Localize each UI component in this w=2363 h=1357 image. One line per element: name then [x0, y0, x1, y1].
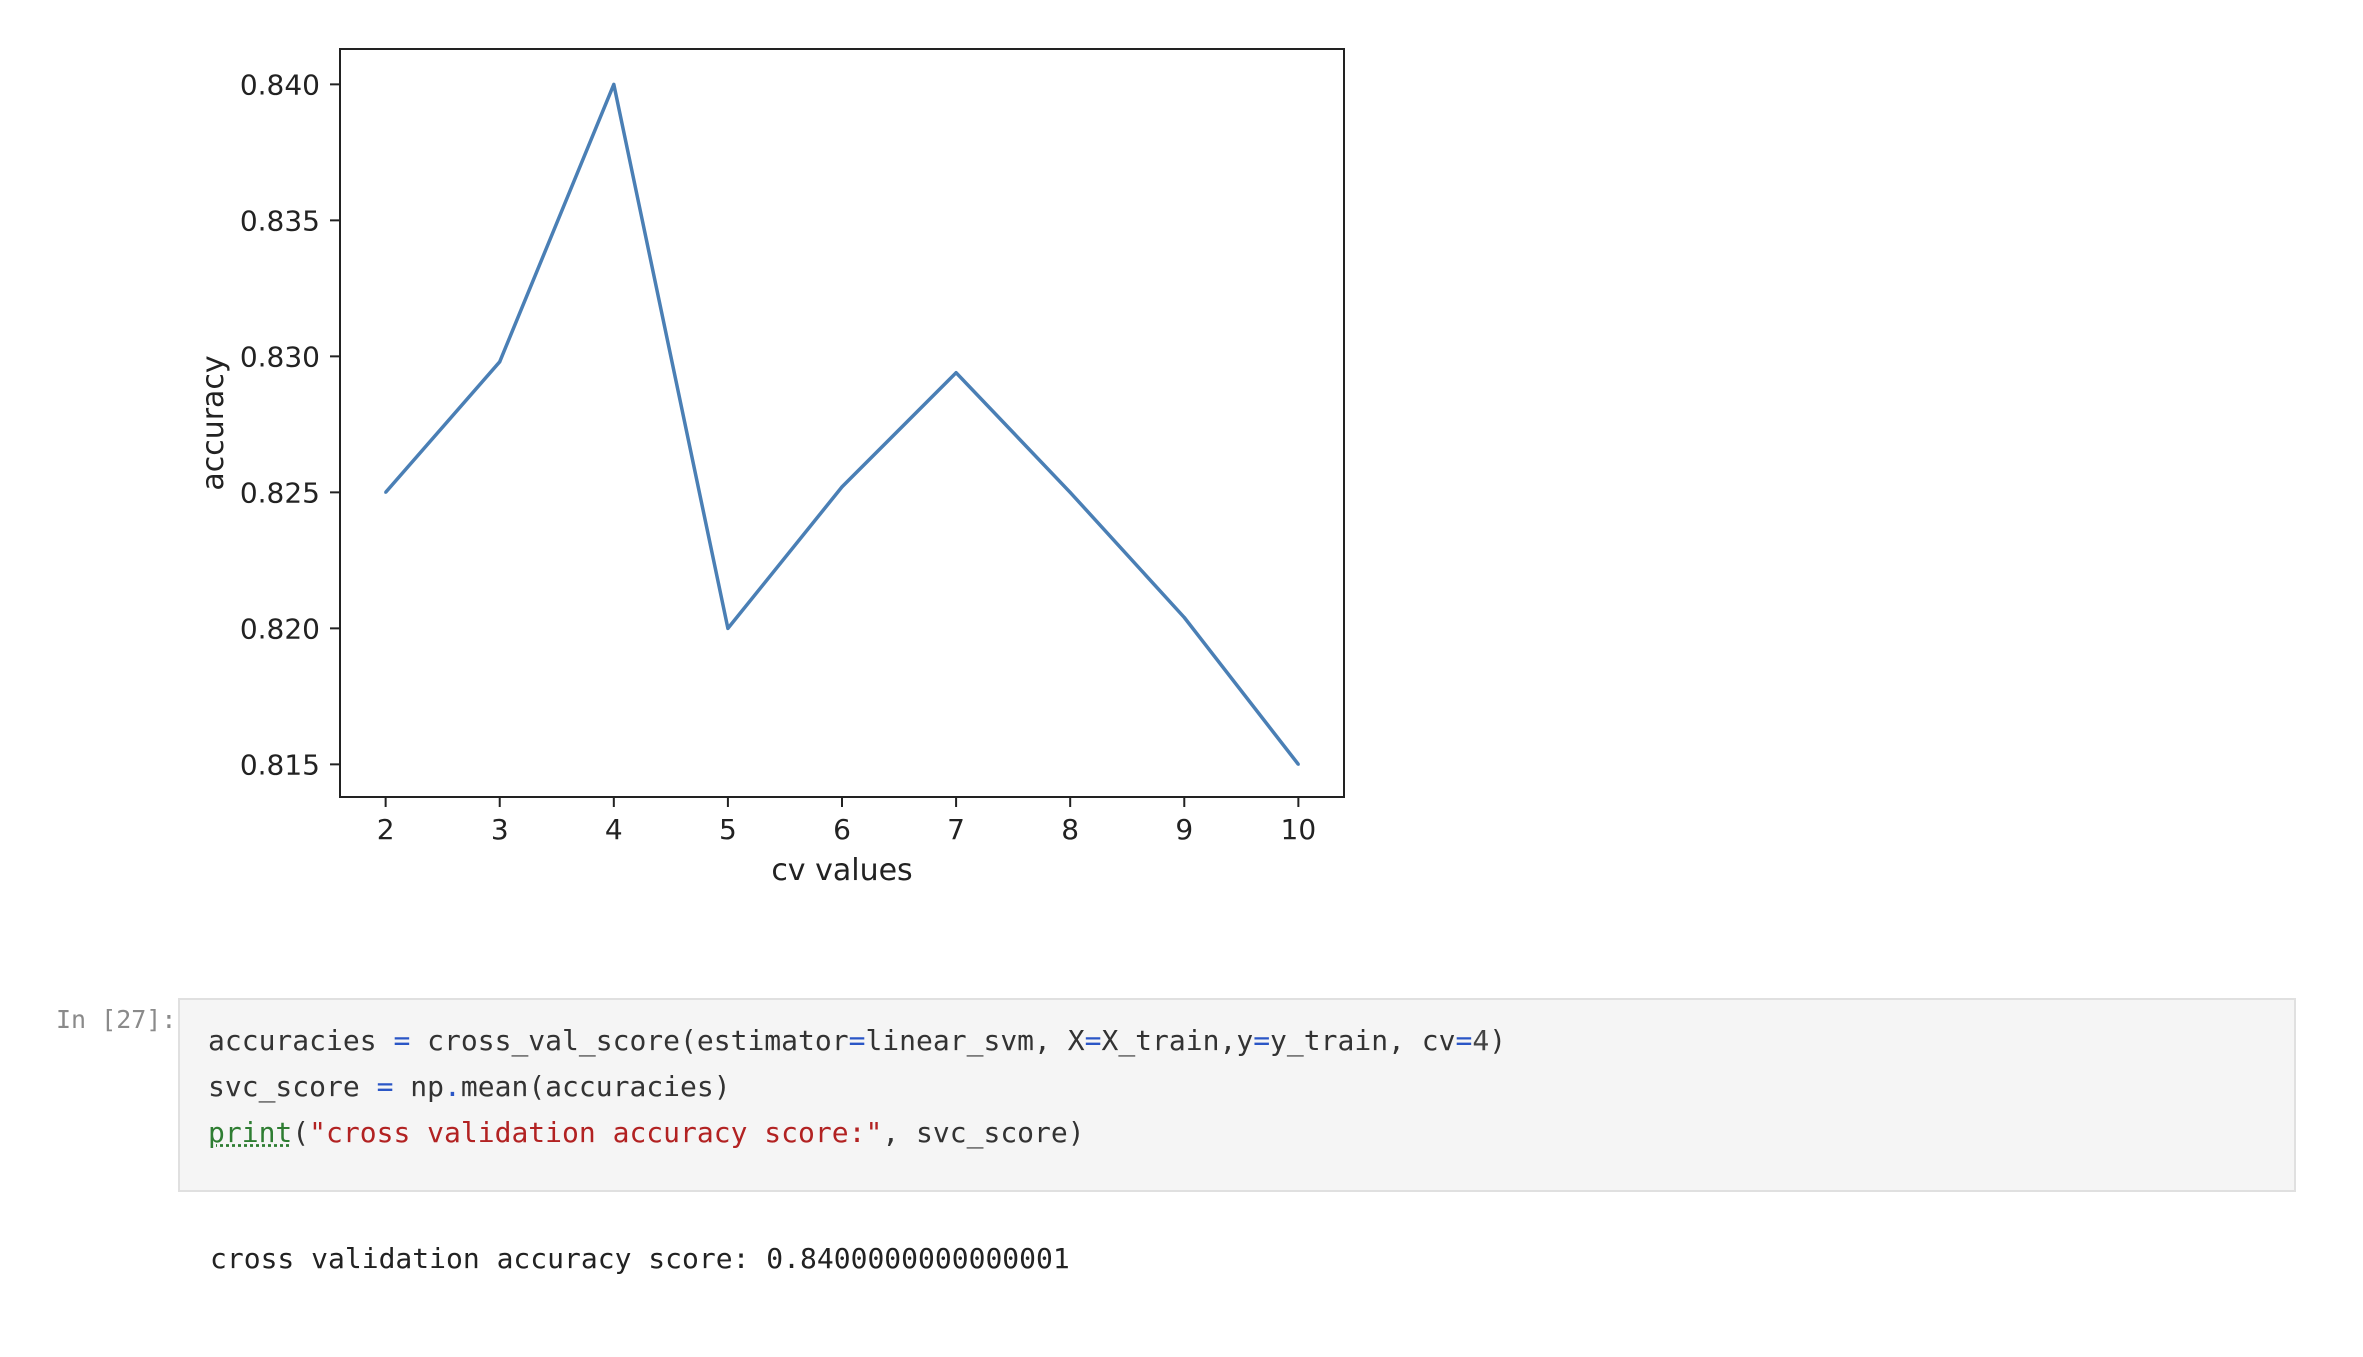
data-point	[498, 360, 502, 364]
series-line	[384, 82, 1300, 766]
x-tick-label: 4	[605, 813, 623, 846]
data-point	[1296, 762, 1300, 766]
x-axis-ticks: 2 3 4 5 6 7 8 9 10	[377, 797, 1316, 846]
y-tick-label: 0.820	[240, 612, 320, 645]
code-cell[interactable]: accuracies = cross_val_score(estimator=l…	[178, 998, 2296, 1192]
y-tick-label: 0.825	[240, 476, 320, 509]
x-tick-label: 2	[377, 813, 395, 846]
data-point	[1182, 615, 1186, 619]
data-point	[1068, 490, 1072, 494]
data-point	[726, 626, 730, 630]
y-axis-ticks: 0.815 0.820 0.825 0.830 0.835 0.840	[240, 68, 340, 781]
data-point	[840, 485, 844, 489]
cell-output: cross validation accuracy score: 0.84000…	[210, 1242, 1070, 1275]
code-line-2: svc_score = np.mean(accuracies)	[208, 1070, 731, 1103]
y-axis-label: accuracy	[196, 355, 231, 490]
x-tick-label: 5	[719, 813, 737, 846]
y-tick-label: 0.815	[240, 748, 320, 781]
x-tick-label: 7	[947, 813, 965, 846]
x-tick-label: 9	[1175, 813, 1193, 846]
x-axis-label: cv values	[771, 853, 912, 888]
plot-area-frame	[339, 48, 1345, 798]
chart-svg: 0.815 0.820 0.825 0.830 0.835 0.840 2 3 4 5 6 7 8 9 1…	[196, 48, 1345, 888]
series-points	[384, 82, 1300, 766]
code-line-1: accuracies = cross_val_score(estimator=l…	[208, 1024, 1507, 1057]
x-tick-label: 10	[1281, 813, 1317, 846]
data-point	[612, 82, 616, 86]
cell-prompt: In [27]:	[56, 1005, 177, 1034]
y-tick-label: 0.830	[240, 340, 320, 373]
y-tick-label: 0.835	[240, 204, 320, 237]
line-chart: 0.815 0.820 0.825 0.830 0.835 0.840 2 3 4 5 6 7 8 9 1…	[0, 0, 1400, 900]
x-tick-label: 8	[1061, 813, 1079, 846]
x-tick-label: 3	[491, 813, 509, 846]
data-point	[954, 371, 958, 375]
y-tick-label: 0.840	[240, 68, 320, 101]
data-point	[384, 490, 388, 494]
x-tick-label: 6	[833, 813, 851, 846]
code-line-3: print("cross validation accuracy score:"…	[208, 1116, 1085, 1149]
